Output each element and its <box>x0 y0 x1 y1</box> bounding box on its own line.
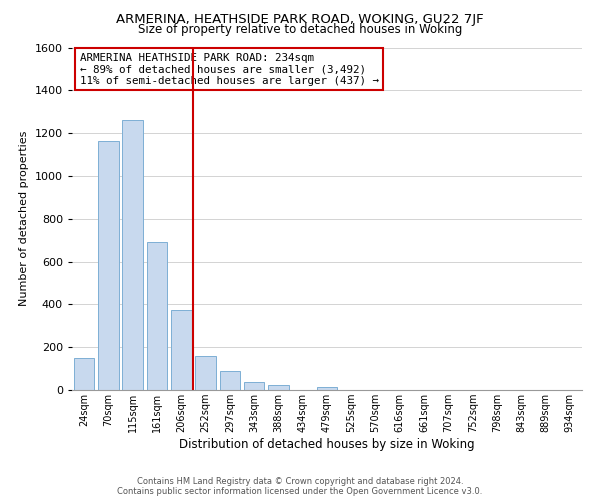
Bar <box>244 382 265 390</box>
Bar <box>195 356 216 390</box>
Bar <box>146 242 167 390</box>
Bar <box>317 387 337 390</box>
X-axis label: Distribution of detached houses by size in Woking: Distribution of detached houses by size … <box>179 438 475 451</box>
Bar <box>122 120 143 390</box>
Bar <box>171 310 191 390</box>
Text: Contains HM Land Registry data © Crown copyright and database right 2024.
Contai: Contains HM Land Registry data © Crown c… <box>118 476 482 496</box>
Text: ARMERINA, HEATHSIDE PARK ROAD, WOKING, GU22 7JF: ARMERINA, HEATHSIDE PARK ROAD, WOKING, G… <box>116 12 484 26</box>
Bar <box>74 358 94 390</box>
Bar <box>268 386 289 390</box>
Text: Size of property relative to detached houses in Woking: Size of property relative to detached ho… <box>138 22 462 36</box>
Bar <box>98 140 119 390</box>
Text: ARMERINA HEATHSIDE PARK ROAD: 234sqm
← 89% of detached houses are smaller (3,492: ARMERINA HEATHSIDE PARK ROAD: 234sqm ← 8… <box>80 52 379 86</box>
Y-axis label: Number of detached properties: Number of detached properties <box>19 131 29 306</box>
Bar <box>220 370 240 390</box>
